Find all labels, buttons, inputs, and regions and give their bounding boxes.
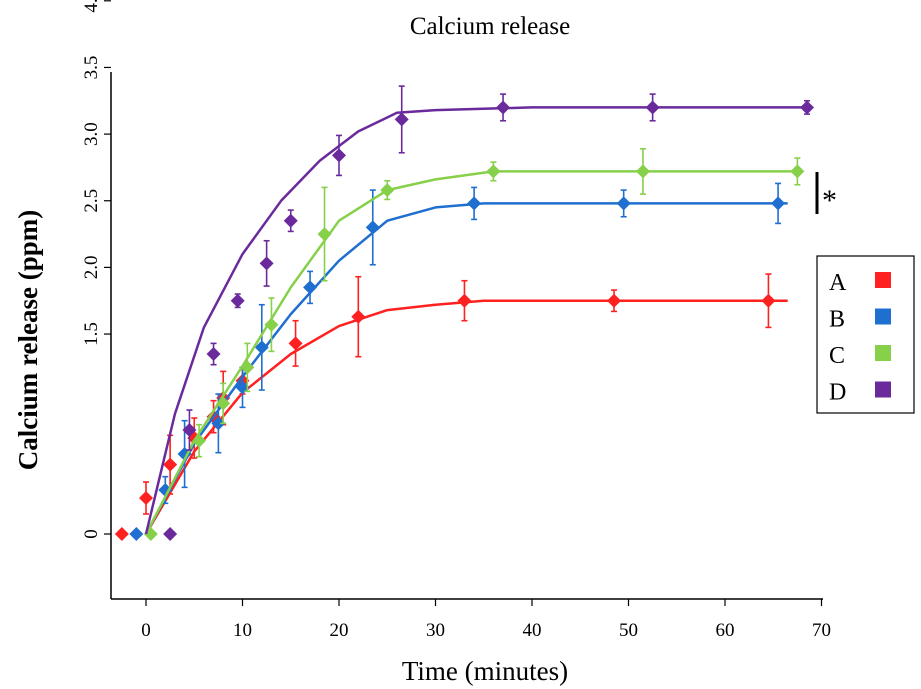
data-point	[158, 483, 173, 498]
data-point	[129, 527, 144, 541]
legend-label: A	[829, 270, 847, 296]
data-point	[457, 293, 472, 308]
data-point	[264, 317, 279, 332]
legend-label: C	[829, 343, 845, 369]
data-point	[761, 293, 776, 308]
data-point	[182, 423, 197, 438]
legend-swatch	[875, 381, 891, 398]
data-point	[283, 213, 298, 228]
series-layer	[114, 85, 815, 541]
x-axis-label: Time (minutes)	[402, 656, 568, 686]
legend-swatch	[875, 272, 891, 288]
data-point	[230, 293, 245, 308]
x-tick-label: 20	[330, 620, 349, 641]
data-point	[365, 220, 380, 235]
y-tick-label: 0	[81, 529, 102, 539]
data-point	[288, 336, 303, 351]
y-tick-label: 4.0	[81, 0, 102, 13]
x-tick-label: 50	[619, 620, 638, 641]
x-tick-label: 30	[426, 620, 445, 641]
data-point	[163, 527, 178, 541]
legend-box	[816, 255, 915, 414]
y-tick-label: 3.0	[81, 122, 102, 146]
x-tick-label: 40	[523, 620, 542, 641]
x-tick-label: 60	[716, 620, 735, 641]
data-point	[616, 196, 631, 211]
data-point	[139, 491, 153, 506]
series-B	[129, 182, 788, 541]
legend-swatch	[875, 308, 891, 325]
y-axis-label: Calcium release (ppm)	[13, 210, 43, 470]
legend-label: B	[829, 307, 845, 333]
data-point	[192, 433, 207, 448]
data-point	[645, 100, 660, 115]
series-line	[144, 170, 798, 535]
data-point	[317, 227, 332, 242]
legend-label: D	[829, 380, 846, 406]
data-point	[240, 360, 255, 375]
series-line	[144, 299, 788, 535]
y-tick-label: 1.5	[81, 322, 102, 346]
data-point	[206, 347, 221, 362]
data-point	[351, 309, 366, 324]
data-point	[211, 416, 226, 431]
legend-swatch	[875, 345, 891, 361]
data-point	[771, 196, 786, 211]
series-D	[144, 85, 815, 541]
data-point	[394, 112, 409, 127]
data-point	[254, 340, 269, 355]
data-point	[467, 196, 482, 211]
chart-title: Calcium release	[410, 13, 570, 40]
data-point	[800, 100, 815, 115]
data-point	[163, 457, 178, 472]
data-point	[259, 256, 274, 271]
data-point	[380, 183, 395, 198]
x-tick-label: 0	[141, 620, 151, 641]
data-point	[332, 148, 346, 163]
x-tick-label: 70	[812, 620, 831, 641]
data-point	[114, 527, 129, 541]
data-point	[635, 164, 650, 179]
y-tick-label: 2.5	[81, 189, 102, 213]
data-point	[790, 164, 805, 179]
x-tick-label: 10	[233, 620, 252, 641]
significance-asterisk: *	[822, 184, 837, 217]
data-point	[496, 100, 511, 115]
data-point	[216, 396, 231, 411]
series-C	[143, 147, 805, 541]
data-point	[486, 164, 501, 179]
y-tick-label: 3.5	[81, 56, 102, 80]
data-point	[607, 293, 622, 308]
data-point	[303, 280, 318, 295]
y-tick-label: 2.0	[81, 256, 102, 280]
